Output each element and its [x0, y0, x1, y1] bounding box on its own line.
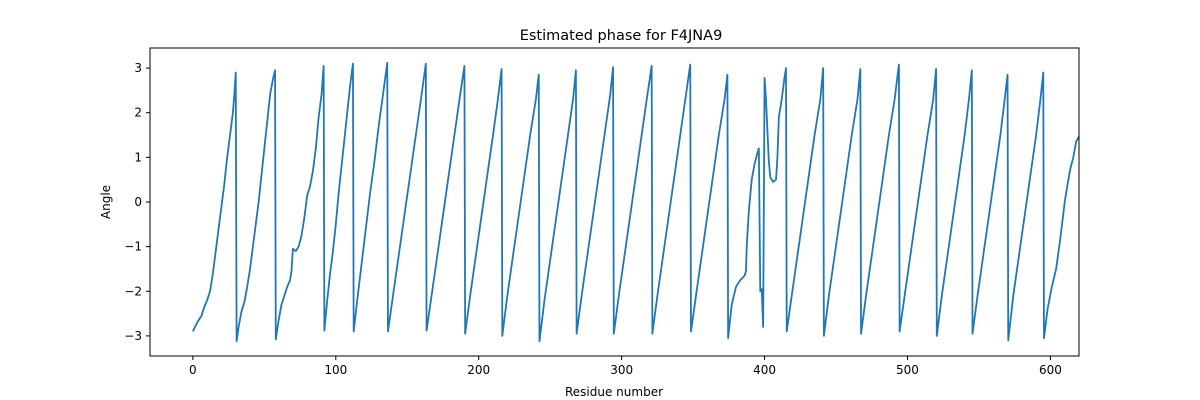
- chart-title: Estimated phase for F4JNA9: [520, 28, 723, 44]
- plot-area: [192, 61, 1080, 343]
- x-tick-label: 200: [467, 363, 490, 377]
- x-axis-ticks: 0 100 200 300 400 500 600: [189, 356, 1062, 377]
- y-tick-label: 2: [134, 106, 142, 120]
- x-tick-label: 400: [753, 363, 776, 377]
- x-tick-label: 600: [1039, 363, 1062, 377]
- x-tick-label: 100: [324, 363, 347, 377]
- x-tick-label: 300: [610, 363, 633, 377]
- x-axis-label: Residue number: [565, 385, 663, 399]
- y-axis-label: Angle: [99, 185, 113, 219]
- y-tick-label: −2: [124, 284, 142, 298]
- y-axis-ticks: −3 −2 −1 0 1 2 3: [124, 61, 150, 343]
- y-tick-label: −3: [124, 329, 142, 343]
- x-tick-label: 0: [189, 363, 197, 377]
- y-tick-label: 3: [134, 61, 142, 75]
- series-line: [192, 61, 1080, 343]
- x-tick-label: 500: [896, 363, 919, 377]
- y-tick-label: −1: [124, 240, 142, 254]
- y-tick-label: 1: [134, 150, 142, 164]
- y-tick-label: 0: [134, 195, 142, 209]
